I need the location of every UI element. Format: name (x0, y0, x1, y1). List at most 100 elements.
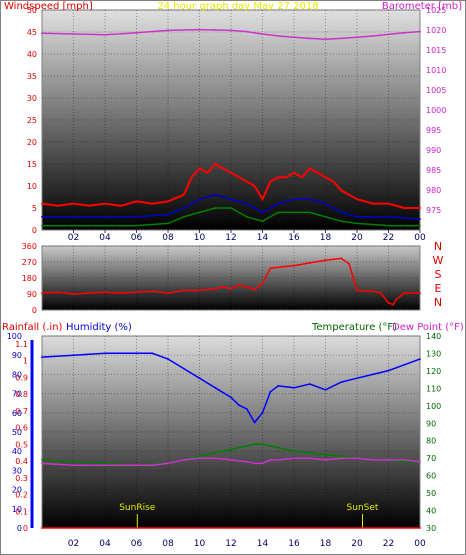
data-point (340, 257, 343, 260)
data-point (403, 459, 406, 461)
data-point (238, 176, 240, 179)
data-point (277, 446, 280, 449)
x-tick-label: 06 (131, 539, 143, 549)
data-point (403, 31, 406, 34)
data-point (403, 207, 406, 209)
data-point (245, 286, 248, 288)
data-point (324, 202, 327, 205)
y2-tick-label: 80 (426, 437, 436, 446)
data-point (308, 452, 311, 454)
y-tick-label: 20 (12, 486, 22, 495)
data-point (269, 459, 272, 461)
y2-tick-label: 70 (426, 454, 436, 463)
rainfall-tick-label: 1.1 (15, 340, 28, 349)
data-point (293, 264, 295, 267)
data-point (324, 459, 327, 461)
data-point (371, 35, 374, 37)
data-point (403, 292, 406, 294)
y-tick-label: 90 (27, 290, 37, 299)
data-point (356, 222, 358, 225)
rainfall-tick-label: 0.3 (15, 474, 28, 483)
data-point (324, 388, 327, 391)
data-point (222, 167, 225, 170)
data-point (238, 284, 240, 286)
data-point (135, 291, 138, 294)
data-point (387, 369, 390, 372)
data-point (72, 293, 75, 295)
data-point (277, 211, 280, 214)
data-point (41, 292, 43, 294)
data-point (119, 204, 122, 207)
data-point (253, 421, 256, 424)
x-tick-label: 18 (320, 539, 332, 549)
x-tick-label: 10 (194, 539, 206, 549)
data-point (245, 180, 248, 183)
rainfall-tick-label: 0.2 (15, 491, 28, 500)
data-point (419, 460, 421, 463)
data-point (340, 189, 343, 192)
data-point (301, 176, 303, 179)
data-point (324, 176, 327, 179)
compass-label: N (434, 296, 442, 309)
data-point (198, 198, 201, 201)
x-tick-label: 22 (383, 539, 394, 549)
data-point (340, 455, 343, 458)
data-point (387, 459, 390, 461)
rainfall-tick-label: 0.8 (15, 390, 28, 399)
data-point (245, 215, 248, 218)
data-point (135, 31, 138, 34)
x-tick-label: 16 (288, 233, 300, 243)
data-point (324, 215, 327, 218)
data-point (104, 291, 106, 294)
data-point (104, 352, 106, 355)
data-point (41, 462, 43, 465)
data-point (41, 527, 43, 529)
series-barometer (41, 28, 421, 40)
y-tick-label: 10 (27, 182, 37, 191)
rainfall-tick-label: 0.9 (15, 373, 28, 382)
data-point (403, 460, 406, 463)
data-point (371, 459, 374, 461)
data-point (269, 390, 272, 393)
data-point (245, 408, 248, 410)
data-point (72, 354, 75, 357)
y-tick-label: 50 (12, 428, 22, 437)
data-point (182, 289, 185, 292)
data-point (261, 33, 264, 35)
data-point (41, 356, 43, 358)
y2-tick-label: 985 (426, 166, 441, 175)
data-point (104, 462, 106, 465)
x-tick-label: 00 (414, 539, 426, 549)
data-point (104, 33, 106, 36)
y-tick-label: 180 (22, 274, 37, 283)
series-dew-point (41, 457, 421, 466)
y-tick-label: 0 (17, 524, 22, 533)
x-tick-label: 08 (162, 233, 174, 243)
y-tick-label: 35 (27, 72, 37, 81)
data-point (293, 450, 295, 453)
y-tick-label: 270 (22, 258, 37, 267)
data-point (269, 180, 272, 183)
data-point (135, 224, 138, 227)
data-point (182, 459, 185, 461)
data-point (167, 292, 169, 294)
data-point (395, 298, 398, 301)
data-point (379, 292, 382, 294)
data-point (198, 167, 201, 170)
data-point (261, 198, 264, 201)
x-tick-label: 08 (162, 539, 174, 549)
data-point (261, 411, 264, 414)
data-point (387, 302, 390, 304)
data-point (403, 363, 406, 366)
y2-tick-label: 1005 (426, 86, 446, 95)
rainfall-tick-label: 0.5 (15, 440, 28, 449)
data-point (285, 176, 287, 179)
data-point (277, 385, 280, 387)
data-point (293, 36, 295, 39)
data-point (356, 289, 358, 292)
data-point (41, 215, 43, 218)
data-point (198, 377, 201, 380)
data-point (230, 287, 232, 290)
x-tick-label: 20 (351, 233, 363, 243)
annotation-label: SunRise (119, 503, 156, 513)
